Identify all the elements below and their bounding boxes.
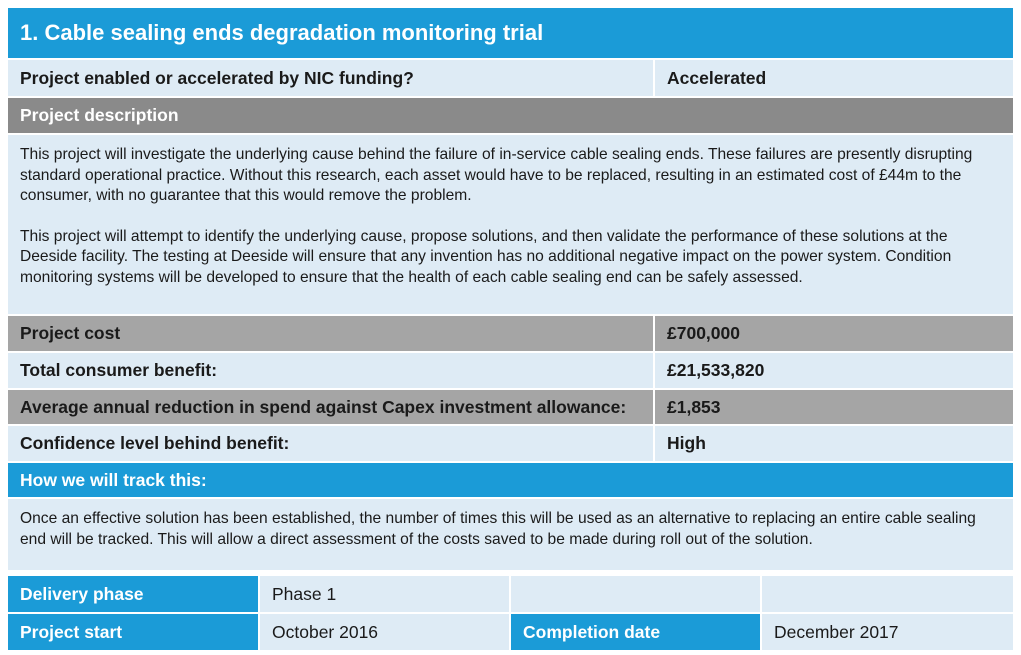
metric-value: £21,533,820 xyxy=(655,353,1013,388)
metric-value: £1,853 xyxy=(655,390,1013,424)
empty-cell xyxy=(511,576,760,612)
tracking-heading: How we will track this: xyxy=(8,463,1013,497)
paragraph: Once an effective solution has been esta… xyxy=(20,510,976,548)
description: This project will investigate the underl… xyxy=(8,135,1013,314)
description-heading: Project description xyxy=(8,98,1013,133)
metric-label: Total consumer benefit: xyxy=(8,353,653,388)
schedule-value: October 2016 xyxy=(260,614,509,650)
metric-value: High xyxy=(655,426,1013,461)
paragraph: This project will attempt to identify th… xyxy=(20,227,952,286)
schedule-label: Delivery phase xyxy=(8,576,258,612)
metric-value: £700,000 xyxy=(655,316,1013,351)
funding-value: Accelerated xyxy=(655,60,1013,96)
funding-label: Project enabled or accelerated by NIC fu… xyxy=(8,60,653,96)
tracking: Once an effective solution has been esta… xyxy=(8,499,1013,570)
schedule-value: Phase 1 xyxy=(260,576,509,612)
metric-label: Confidence level behind benefit: xyxy=(8,426,653,461)
metric-label: Average annual reduction in spend agains… xyxy=(8,390,653,424)
schedule-value: December 2017 xyxy=(762,614,1013,650)
schedule-label: Project start xyxy=(8,614,258,650)
paragraph: This project will investigate the underl… xyxy=(20,146,973,204)
title: 1. Cable sealing ends degradation monito… xyxy=(8,8,1013,58)
metric-label: Project cost xyxy=(8,316,653,351)
empty-cell xyxy=(762,576,1013,612)
schedule-label: Completion date xyxy=(511,614,760,650)
